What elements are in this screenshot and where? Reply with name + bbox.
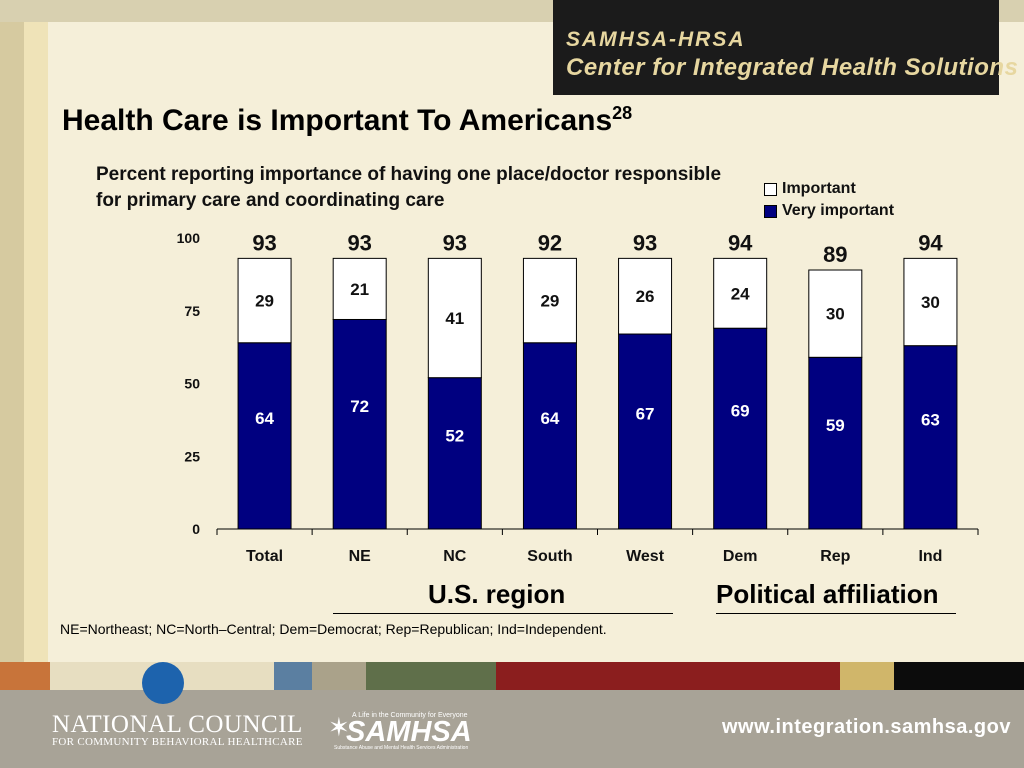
bar-important xyxy=(237,257,292,344)
header-org: SAMHSA-HRSA xyxy=(566,28,746,51)
data-label-total: 92 xyxy=(538,230,562,255)
group-line-region xyxy=(333,613,673,614)
header-center-name: Center for Integrated Health Solutions xyxy=(566,54,1019,81)
data-label-very-important: 67 xyxy=(636,405,655,424)
national-council-logo-icon xyxy=(142,662,184,704)
footnote: NE=Northeast; NC=North–Central; Dem=Demo… xyxy=(60,621,607,637)
data-label-important: 30 xyxy=(921,293,940,312)
samhsa-subtitle: Substance Abuse and Mental Health Servic… xyxy=(334,745,469,751)
x-category-label: Dem xyxy=(723,548,758,565)
x-category-label: Rep xyxy=(820,548,850,565)
slide-title: Health Care is Important To Americans28 xyxy=(62,104,632,138)
bar-important xyxy=(522,257,577,344)
data-label-total: 93 xyxy=(633,230,657,255)
group-line-political xyxy=(716,613,956,614)
bar-important xyxy=(332,257,387,320)
data-label-total: 94 xyxy=(918,230,943,255)
footer-stripe xyxy=(0,662,50,690)
data-label-very-important: 64 xyxy=(540,409,559,428)
data-label-important: 41 xyxy=(445,309,464,328)
stacked-bar-chart: 0 25 50 75 100 64 29 93 Total 72 21 93 NE 52 41 93 NC 64 2… xyxy=(177,230,979,565)
left-stripe xyxy=(24,22,48,662)
bar-important xyxy=(618,257,673,335)
data-label-important: 29 xyxy=(255,292,274,311)
data-label-very-important: 59 xyxy=(826,416,845,435)
bar-important xyxy=(808,269,863,358)
legend-label-very-important: Very important xyxy=(782,202,895,219)
legend-swatch-important xyxy=(764,182,777,196)
footer-stripe xyxy=(366,662,496,690)
data-label-total: 93 xyxy=(347,230,371,255)
footer-stripe xyxy=(312,662,366,690)
x-category-label: West xyxy=(626,548,665,565)
y-tick-label: 50 xyxy=(184,376,200,392)
chart-subtitle: Percent reporting importance of having o… xyxy=(96,164,722,211)
data-label-total: 94 xyxy=(728,230,753,255)
bar-very-important xyxy=(332,318,387,530)
website-url[interactable]: www.integration.samhsa.gov xyxy=(722,716,1011,738)
legend-swatch-very-important xyxy=(764,204,777,218)
bar-important xyxy=(427,257,482,379)
footer-bar xyxy=(0,690,1024,768)
data-label-very-important: 64 xyxy=(255,409,274,428)
bar-very-important xyxy=(237,342,292,530)
samhsa-figure-icon: ✶ xyxy=(328,712,350,742)
national-council-subtitle: FOR COMMUNITY BEHAVIORAL HEALTHCARE xyxy=(52,736,303,748)
footer-stripe xyxy=(840,662,894,690)
samhsa-tagline: A Life in the Community for Everyone xyxy=(352,712,468,719)
data-label-very-important: 63 xyxy=(921,410,940,429)
left-frame xyxy=(0,22,24,662)
bar-very-important xyxy=(522,342,577,530)
bar-very-important xyxy=(808,356,863,530)
data-label-total: 89 xyxy=(823,242,847,267)
footer-stripe xyxy=(894,662,1024,690)
bar-very-important xyxy=(713,327,768,530)
chart-legend: Important Very important xyxy=(764,178,894,222)
bar-important xyxy=(903,257,958,347)
x-category-label: NC xyxy=(443,548,467,565)
y-tick-label: 0 xyxy=(192,521,200,537)
bar-important xyxy=(713,257,768,329)
data-label-very-important: 69 xyxy=(731,402,750,421)
legend-item-very-important: Very important xyxy=(764,200,894,222)
x-category-label: Total xyxy=(246,548,283,565)
bar-very-important xyxy=(618,333,673,530)
x-category-label: NE xyxy=(349,548,372,565)
data-label-important: 21 xyxy=(350,280,369,299)
title-footnote-ref: 28 xyxy=(612,103,633,123)
y-tick-label: 100 xyxy=(177,230,201,246)
group-label-region: U.S. region xyxy=(428,579,566,609)
bar-very-important xyxy=(903,345,958,530)
x-category-label: Ind xyxy=(918,548,942,565)
title-text: Health Care is Important To Americans xyxy=(62,104,613,137)
x-category-label: South xyxy=(527,548,572,565)
data-label-important: 29 xyxy=(540,292,559,311)
footer-stripe xyxy=(274,662,312,690)
national-council-name: NATIONAL COUNCIL xyxy=(52,711,303,738)
data-label-important: 30 xyxy=(826,305,845,324)
data-label-important: 26 xyxy=(636,287,655,306)
data-label-total: 93 xyxy=(443,230,467,255)
data-label-very-important: 52 xyxy=(445,426,464,445)
data-label-total: 93 xyxy=(252,230,276,255)
data-label-important: 24 xyxy=(731,284,750,303)
y-tick-label: 25 xyxy=(184,448,200,464)
group-label-political: Political affiliation xyxy=(716,579,939,609)
footer-stripe xyxy=(496,662,840,690)
legend-item-important: Important xyxy=(764,178,894,200)
bar-very-important xyxy=(427,377,482,530)
header-box xyxy=(553,0,999,95)
y-tick-label: 75 xyxy=(184,303,200,319)
samhsa-logo-text: SAMHSA xyxy=(346,716,472,748)
data-label-very-important: 72 xyxy=(350,397,369,416)
legend-label-important: Important xyxy=(782,180,856,197)
